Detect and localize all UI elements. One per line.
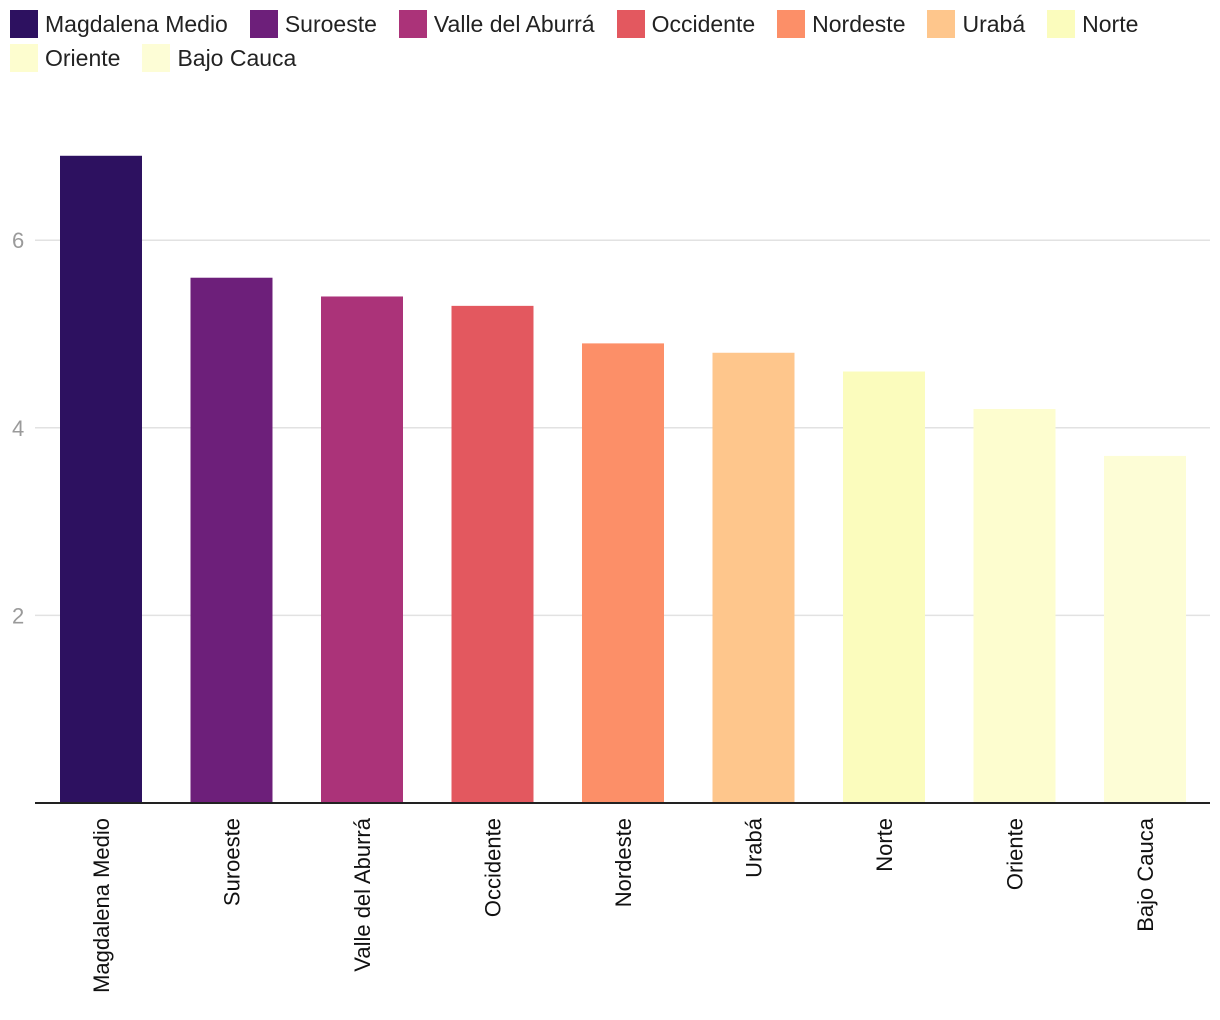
x-tick-label: Urabá (742, 817, 767, 878)
legend-swatch (616, 10, 645, 38)
x-tick-label: Occidente (481, 818, 506, 917)
legend-item-valle-del-aburra: Valle del Aburrá (398, 10, 595, 38)
y-tick-label: 6 (12, 228, 24, 253)
y-tick-label: 2 (12, 603, 24, 628)
bars (60, 155, 1186, 804)
x-tick-label: Magdalena Medio (89, 818, 114, 993)
x-tick-label: Oriente (1003, 818, 1028, 890)
bar-magdalena-medio (60, 155, 142, 803)
legend-item-nordeste: Nordeste (777, 10, 905, 38)
bar-occidente (451, 305, 534, 803)
legend-item-uraba: Urabá (927, 10, 1025, 38)
legend-swatch (927, 10, 956, 38)
legend-label: Magdalena Medio (45, 10, 228, 37)
legend-label: Norte (1082, 10, 1139, 37)
legend-item-suroeste: Suroeste (249, 10, 377, 38)
bar-bajo-cauca (1104, 455, 1186, 803)
legend-item-occidente: Occidente (616, 10, 756, 38)
x-tick-label: Valle del Aburrá (350, 817, 375, 971)
legend-label: Occidente (651, 10, 756, 37)
x-tick-label: Suroeste (220, 818, 245, 906)
legend-label: Urabá (962, 10, 1026, 37)
legend-label: Suroeste (284, 10, 377, 37)
bar-suroeste (190, 277, 273, 804)
legend-item-oriente: Oriente (10, 44, 120, 72)
legend-swatch (10, 44, 38, 72)
bar-valle-del-aburra (321, 296, 403, 803)
legend-label: Bajo Cauca (177, 44, 297, 71)
legend-swatch (142, 44, 171, 72)
x-tick-label: Norte (872, 818, 897, 872)
legend-swatch (1047, 10, 1076, 38)
legend-label: Oriente (45, 44, 121, 71)
y-tick-label: 4 (12, 416, 24, 441)
legend-item-norte: Norte (1047, 10, 1138, 38)
axis-labels: Magdalena Medio Suroeste Valle del Aburrá O… (89, 817, 1158, 993)
x-tick-label: Bajo Cauca (1133, 817, 1158, 932)
bar-uraba (712, 352, 795, 803)
legend-item-bajo-cauca: Bajo Cauca (142, 44, 296, 72)
legend-swatch (777, 10, 806, 38)
legend-swatch (249, 10, 278, 38)
legend-swatch (398, 10, 427, 38)
bar-norte (843, 371, 925, 803)
x-tick-label: Nordeste (611, 818, 636, 907)
legend-label: Valle del Aburrá (433, 10, 595, 37)
bar-nordeste (582, 343, 664, 803)
bar-oriente (973, 409, 1056, 803)
legend-swatch (10, 10, 38, 38)
chart-legend: Magdalena Medio Suroeste Valle del Aburrá O… (10, 10, 1210, 72)
legend-label: Nordeste (812, 10, 906, 37)
legend-item-magdalena-medio: Magdalena Medio (10, 10, 228, 38)
